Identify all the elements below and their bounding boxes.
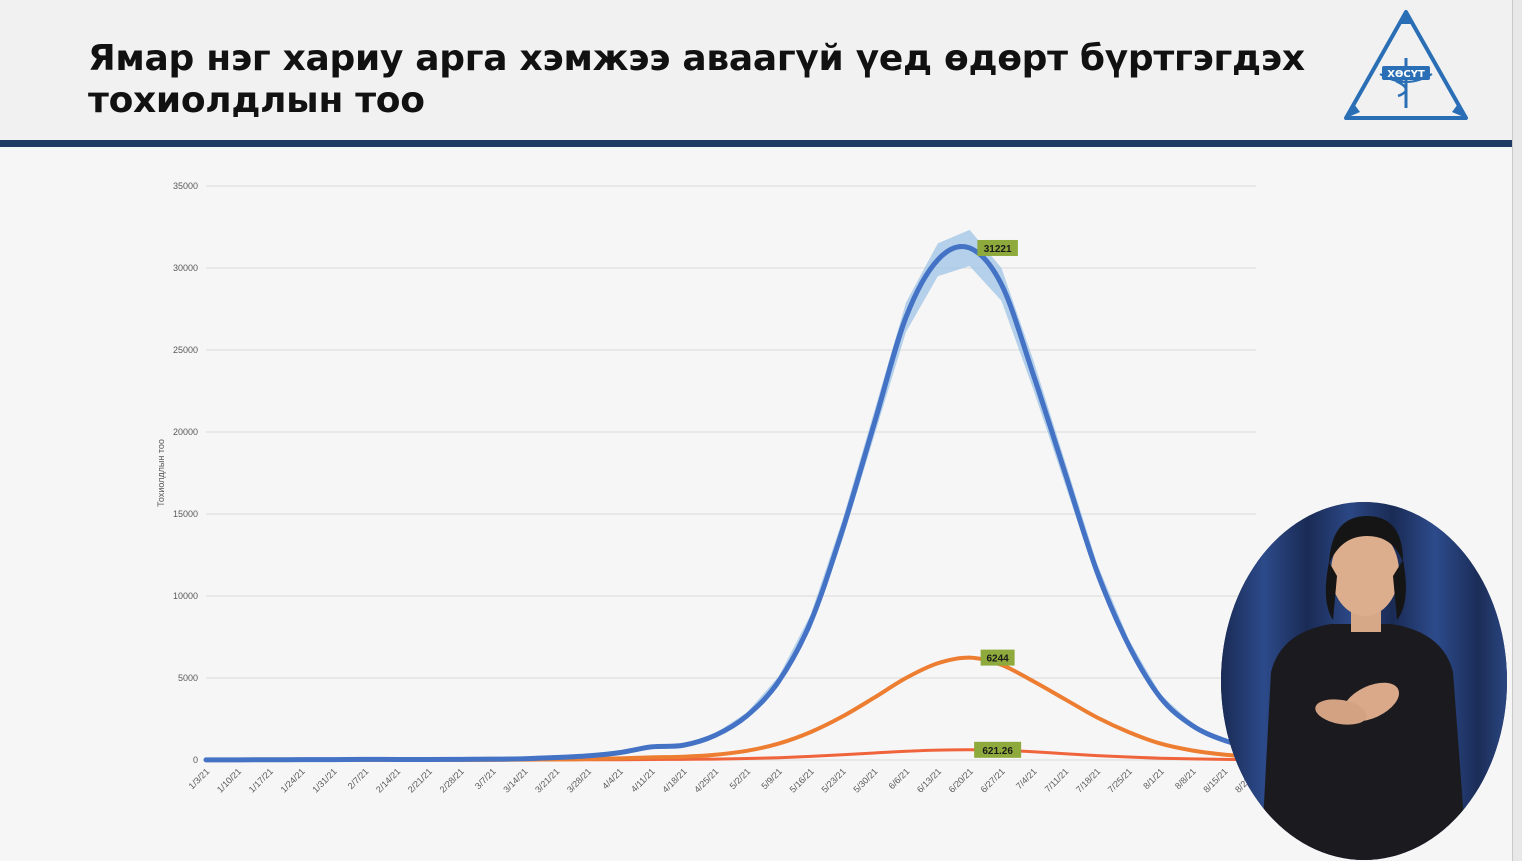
x-tick-label: 3/14/21 — [501, 766, 529, 794]
data-label-box — [977, 239, 1018, 256]
x-tick-label: 7/25/21 — [1106, 766, 1134, 794]
x-tick-label: 1/17/21 — [247, 766, 275, 794]
x-tick-label: 2/21/21 — [406, 766, 434, 794]
x-tick-label: 1/31/21 — [310, 766, 338, 794]
x-tick-label: 8/1/21 — [1141, 766, 1166, 791]
interpreter-video-image — [1221, 502, 1507, 860]
y-tick-label: 25000 — [173, 345, 198, 355]
slide-title-line1: Ямар нэг хариу арга хэмжээ аваагүй үед ө… — [88, 38, 1305, 79]
data-label: 621.26 — [982, 746, 1013, 757]
x-tick-label: 4/25/21 — [692, 766, 720, 794]
x-tick-label: 7/18/21 — [1074, 766, 1102, 794]
series-2-line — [204, 655, 1258, 762]
x-tick-label: 7/11/21 — [1043, 766, 1071, 794]
x-tick-label: 1/24/21 — [279, 766, 307, 794]
x-tick-label: 8/8/21 — [1173, 766, 1198, 791]
x-tick-label: 3/28/21 — [565, 766, 593, 794]
x-tick-label: 5/9/21 — [759, 766, 784, 791]
x-tick-label: 6/6/21 — [887, 766, 912, 791]
x-tick-label: 2/28/21 — [438, 766, 466, 794]
series-1-confidence-band — [206, 229, 1256, 760]
data-label-box — [974, 741, 1022, 758]
y-tick-label: 10000 — [173, 591, 198, 601]
sign-language-interpreter — [1221, 502, 1507, 860]
x-tick-label: 5/16/21 — [788, 766, 816, 794]
y-tick-label: 20000 — [173, 427, 198, 437]
hospital-logo-icon: ХӨСҮТ — [1344, 10, 1468, 120]
slide-header: Ямар нэг хариу арга хэмжээ аваагүй үед ө… — [0, 0, 1514, 140]
x-tick-label: 7/4/21 — [1014, 766, 1039, 791]
x-tick-label: 1/3/21 — [187, 766, 212, 791]
x-tick-label: 4/4/21 — [600, 766, 625, 791]
header-rule — [0, 140, 1514, 147]
data-label-box — [980, 649, 1015, 666]
slide-right-edge — [1512, 0, 1522, 861]
y-axis-label: Тохиолдлын тоо — [156, 439, 166, 507]
x-tick-label: 3/21/21 — [533, 766, 561, 794]
x-tick-label: 5/2/21 — [728, 766, 753, 791]
y-tick-label: 5000 — [178, 673, 198, 683]
logo-text: ХӨСҮТ — [1387, 69, 1425, 80]
x-tick-label: 6/27/21 — [979, 766, 1007, 794]
data-label: 6244 — [987, 654, 1010, 665]
x-tick-label: 2/14/21 — [374, 766, 402, 794]
x-tick-label: 6/13/21 — [915, 766, 943, 794]
x-tick-label: 3/7/21 — [473, 766, 498, 791]
y-tick-label: 15000 — [173, 509, 198, 519]
y-tick-label: 35000 — [173, 181, 198, 191]
series-1-line — [203, 243, 1259, 763]
x-tick-label: 6/20/21 — [947, 766, 975, 794]
data-label: 31221 — [984, 244, 1012, 255]
line-chart: 0 5000 10000 15000 20000 25000 30000 35000 Тохио… — [156, 181, 1261, 795]
x-tick-label: 2/7/21 — [346, 766, 371, 791]
x-tick-label: 8/15/21 — [1201, 766, 1229, 794]
x-tick-label: 4/11/21 — [629, 766, 657, 794]
x-tick-label: 5/23/21 — [819, 766, 847, 794]
y-tick-label: 0 — [193, 755, 198, 765]
slide-title: Ямар нэг хариу арга хэмжээ аваагүй үед ө… — [88, 38, 1308, 122]
slide-title-line2: тохиолдлын тоо — [88, 80, 425, 121]
y-tick-label: 30000 — [173, 263, 198, 273]
x-tick-label: 4/18/21 — [660, 766, 688, 794]
x-tick-label: 5/30/21 — [851, 766, 879, 794]
x-tick-label: 1/10/21 — [215, 766, 243, 794]
